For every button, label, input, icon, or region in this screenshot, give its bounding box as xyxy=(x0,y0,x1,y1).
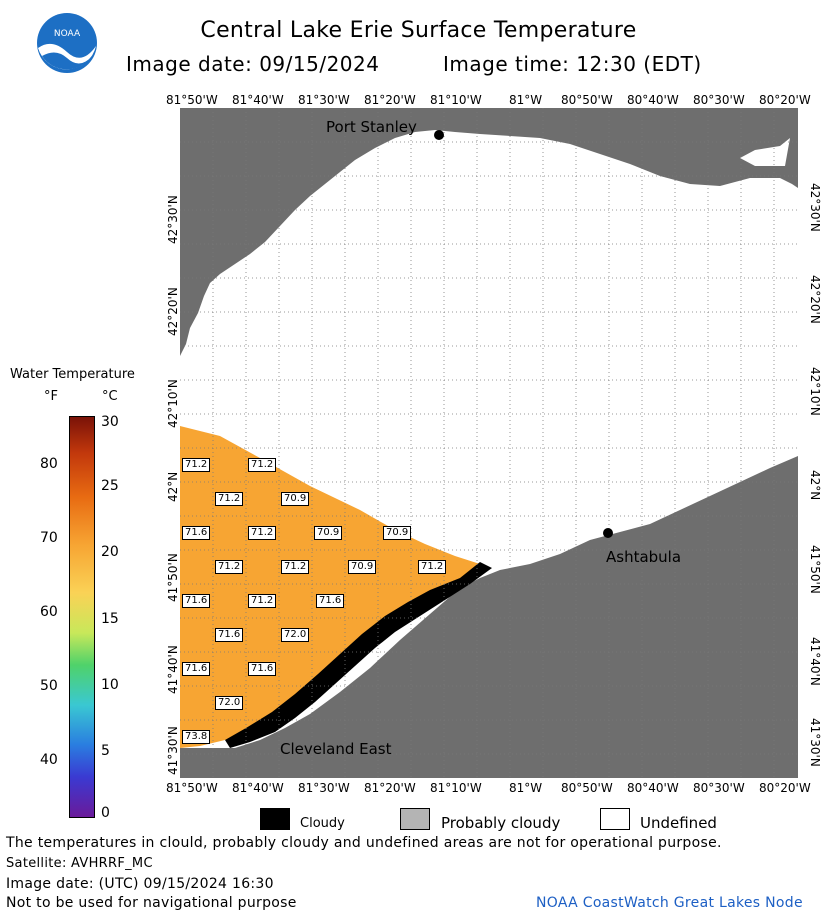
lon-label: 81°30'W xyxy=(298,93,350,107)
page-title: Central Lake Erie Surface Temperature xyxy=(200,18,637,43)
lon-label: 80°30'W xyxy=(693,93,745,107)
temperature-label: 71.6 xyxy=(215,628,244,642)
lat-label: 42°N xyxy=(808,470,822,501)
navigation-warning: Not to be used for navigational purpose xyxy=(6,895,297,911)
lon-label: 81°10'W xyxy=(430,781,482,795)
legend-cloudy-swatch xyxy=(260,808,290,830)
temperature-label: 73.8 xyxy=(182,730,211,744)
temperature-label: 72.0 xyxy=(215,696,244,710)
lon-label: 80°50'W xyxy=(561,93,613,107)
c-tick: 25 xyxy=(101,478,119,494)
utc-date-text: Image date: (UTC) 09/15/2024 16:30 xyxy=(6,876,274,892)
city-port-stanley: Port Stanley xyxy=(326,118,417,136)
lat-label: 42°30'N xyxy=(808,183,822,232)
temperature-label: 70.9 xyxy=(314,526,343,540)
lon-label: 81°20'W xyxy=(364,781,416,795)
image-date: Image date: 09/15/2024 xyxy=(126,52,380,76)
lat-label: 41°30'N xyxy=(166,726,180,775)
temperature-label: 71.6 xyxy=(316,594,345,608)
temperature-label: 71.2 xyxy=(281,560,310,574)
map-svg xyxy=(180,108,798,778)
lon-label: 81°50'W xyxy=(166,781,218,795)
lon-label: 81°10'W xyxy=(430,93,482,107)
f-tick: 60 xyxy=(40,604,58,620)
f-tick: 50 xyxy=(40,678,58,694)
lon-label: 80°40'W xyxy=(627,781,679,795)
lat-label: 41°30'N xyxy=(808,718,822,767)
f-tick: 80 xyxy=(40,456,58,472)
lat-label: 42°30'N xyxy=(166,195,180,244)
legend-undefined-label: Undefined xyxy=(640,814,717,832)
c-tick: 30 xyxy=(101,414,119,430)
lon-label: 81°W xyxy=(509,781,543,795)
lat-label: 41°40'N xyxy=(808,637,822,686)
temperature-label: 71.2 xyxy=(248,526,277,540)
lat-label: 42°10'N xyxy=(166,379,180,428)
c-tick: 20 xyxy=(101,544,119,560)
c-tick: 15 xyxy=(101,611,119,627)
cleveland-east-marker xyxy=(265,721,275,731)
lat-label: 42°10'N xyxy=(808,367,822,416)
f-tick: 70 xyxy=(40,530,58,546)
legend-undefined-swatch xyxy=(600,808,630,830)
temperature-label: 70.9 xyxy=(383,526,412,540)
temperature-label: 72.0 xyxy=(281,628,310,642)
port-stanley-marker xyxy=(434,130,444,140)
temperature-label: 71.6 xyxy=(182,662,211,676)
lon-label: 80°50'W xyxy=(561,781,613,795)
lon-label: 81°40'W xyxy=(232,781,284,795)
inlet xyxy=(740,138,790,166)
c-tick: 5 xyxy=(101,743,110,759)
lat-label: 41°40'N xyxy=(166,645,180,694)
lon-label: 80°30'W xyxy=(693,781,745,795)
disclaimer-text: The temperatures in clould, probably clo… xyxy=(6,835,722,851)
city-cleveland-east: Cleveland East xyxy=(280,740,392,758)
temperature-label: 70.9 xyxy=(281,492,310,506)
colorbar-title: Water Temperature xyxy=(10,367,135,382)
temperature-label: 71.6 xyxy=(182,594,211,608)
noaa-logo: NOAA xyxy=(36,12,98,74)
image-time: Image time: 12:30 (EDT) xyxy=(443,52,702,76)
lon-label: 80°20'W xyxy=(759,93,811,107)
lat-lon-grid xyxy=(180,108,798,778)
legend-cloudy-label: Cloudy xyxy=(300,816,345,831)
colorbar-unit-c: °C xyxy=(102,389,118,404)
ashtabula-marker xyxy=(603,528,613,538)
lat-label: 42°N xyxy=(166,471,180,502)
f-tick: 40 xyxy=(40,752,58,768)
lat-label: 41°50'N xyxy=(166,553,180,602)
lon-label: 80°40'W xyxy=(627,93,679,107)
city-ashtabula: Ashtabula xyxy=(606,548,682,566)
cloud-band xyxy=(225,562,492,748)
satellite-text: Satellite: AVHRRF_MC xyxy=(6,856,153,871)
temperature-label: 71.2 xyxy=(182,458,211,472)
lon-label: 81°W xyxy=(509,93,543,107)
legend-probably-cloudy-label: Probably cloudy xyxy=(441,814,561,832)
lon-label: 81°50'W xyxy=(166,93,218,107)
lon-label: 81°20'W xyxy=(364,93,416,107)
lon-label: 81°30'W xyxy=(298,781,350,795)
svg-text:NOAA: NOAA xyxy=(54,29,81,39)
credit-text: NOAA CoastWatch Great Lakes Node xyxy=(536,895,803,911)
temperature-label: 71.6 xyxy=(182,526,211,540)
temperature-label: 71.6 xyxy=(248,662,277,676)
temperature-label: 71.2 xyxy=(418,560,447,574)
lon-label: 80°20'W xyxy=(759,781,811,795)
lat-label: 42°20'N xyxy=(808,275,822,324)
temperature-label: 71.2 xyxy=(215,492,244,506)
c-tick: 0 xyxy=(101,805,110,821)
legend-probably-cloudy-swatch xyxy=(400,808,430,830)
temperature-label: 70.9 xyxy=(348,560,377,574)
lat-label: 41°50'N xyxy=(808,545,822,594)
lake-map: Port Stanley Ashtabula Cleveland East 71… xyxy=(180,108,798,778)
c-tick: 10 xyxy=(101,677,119,693)
lon-label: 81°40'W xyxy=(232,93,284,107)
temperature-label: 71.2 xyxy=(215,560,244,574)
lat-label: 42°20'N xyxy=(166,287,180,336)
colorbar-unit-f: °F xyxy=(44,389,58,404)
colorbar xyxy=(69,416,95,818)
temperature-label: 71.2 xyxy=(248,594,277,608)
temperature-label: 71.2 xyxy=(248,458,277,472)
